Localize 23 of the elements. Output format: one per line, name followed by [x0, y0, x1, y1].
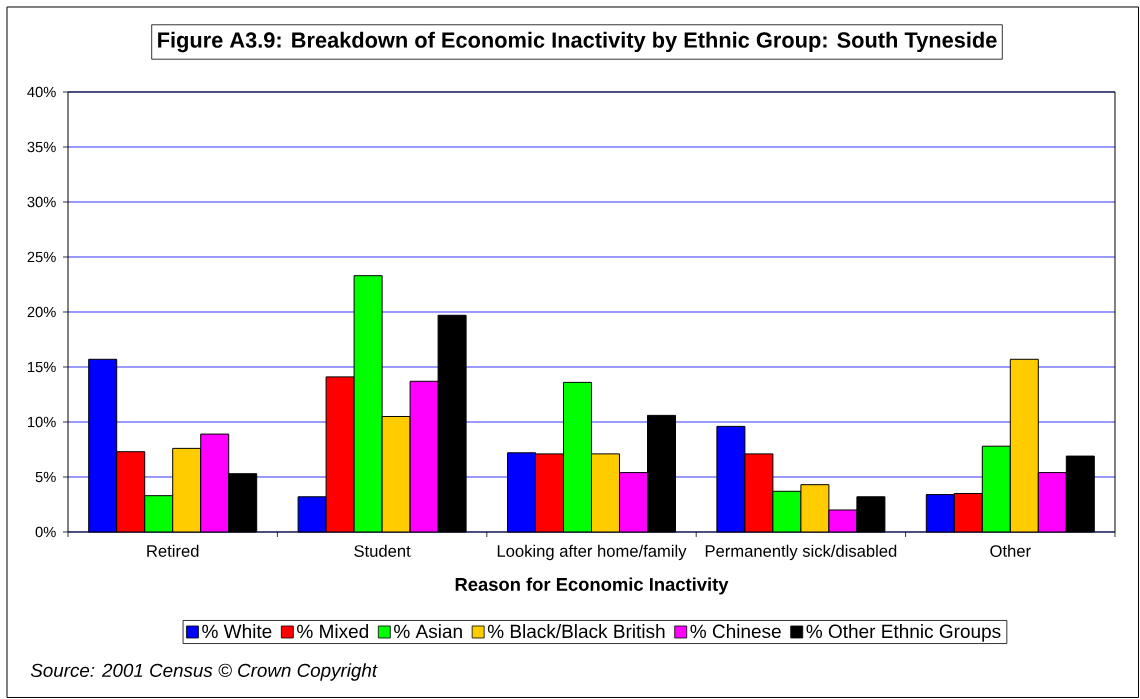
- y-tick-label: 25%: [27, 251, 56, 263]
- y-tick-label: 35%: [27, 141, 56, 153]
- x-tick-label: Other: [990, 544, 1031, 557]
- y-tick-label: 5%: [35, 471, 56, 483]
- legend-label: % Other Ethnic Groups: [806, 624, 1001, 642]
- x-tick-label: Permanently sick/disabled: [705, 544, 897, 561]
- y-tick-label: 15%: [28, 361, 56, 373]
- legend-label: % White: [202, 624, 272, 639]
- y-tick-label: 20%: [27, 306, 56, 318]
- x-axis-title: Reason for Economic Inactivity: [455, 577, 729, 595]
- y-tick-label: 0%: [35, 526, 56, 538]
- legend-label: % Mixed: [297, 624, 369, 639]
- y-tick-label: 10%: [28, 416, 56, 428]
- x-tick-label: Student: [354, 544, 411, 557]
- y-tick-label: 40%: [27, 86, 56, 98]
- x-tick-label: Looking after home/family: [497, 544, 687, 561]
- legend-label: % Asian: [394, 624, 462, 639]
- source-note: Source: 2001 Census © Crown Copyright: [30, 663, 378, 681]
- y-tick-label: 30%: [27, 196, 56, 208]
- legend-label: % Black/Black British: [487, 624, 665, 639]
- legend-label: % Chinese: [690, 624, 781, 639]
- chart-title: Figure A3.9: Breakdown of Economic Inactivity by Ethnic Group: South Tyneside: [158, 31, 997, 53]
- x-tick-label: Retired: [147, 544, 199, 557]
